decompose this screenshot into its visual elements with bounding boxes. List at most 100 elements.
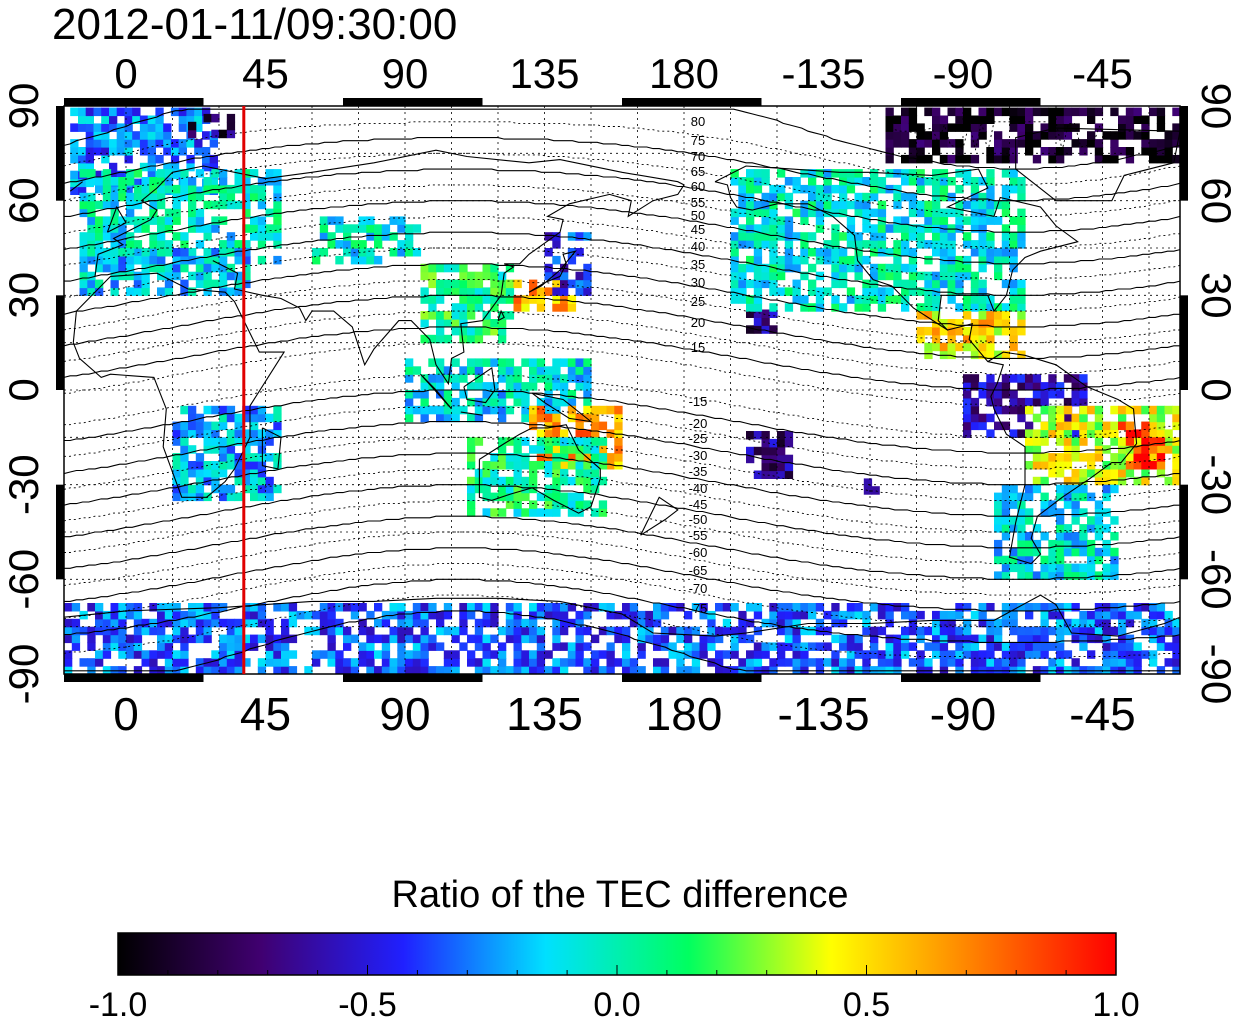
tec-cell [1063, 484, 1073, 494]
tec-cell [614, 453, 623, 462]
tec-cell [591, 666, 600, 674]
tec-cell [209, 162, 218, 172]
tec-cell [79, 200, 88, 210]
tec-cell [513, 484, 522, 494]
tec-cell [901, 123, 910, 132]
tec-cell [784, 303, 794, 312]
tec-cell [893, 658, 902, 667]
tec-cell [1141, 445, 1150, 454]
tec-cell [420, 405, 429, 415]
tec-cell [1017, 107, 1026, 117]
tec-cell [242, 437, 251, 446]
tec-cell [947, 342, 956, 352]
tec-cell [831, 271, 840, 281]
tec-cell [761, 438, 770, 448]
tec-cell [893, 139, 902, 148]
tec-cell [180, 445, 189, 454]
tec-cell [428, 610, 437, 620]
tec-cell [994, 658, 1003, 667]
tec-cell [273, 192, 282, 202]
tec-cell [730, 208, 739, 218]
tec-cell [715, 603, 724, 612]
tec-cell [684, 650, 693, 659]
tec-cell [1079, 508, 1088, 517]
tec-cell [746, 200, 755, 210]
tec-cell [1125, 658, 1135, 667]
tec-cell [877, 184, 887, 194]
tec-cell [769, 470, 778, 479]
tec-cell [412, 248, 422, 257]
tec-cell [870, 287, 879, 296]
tec-cell [374, 650, 383, 659]
tec-cell [877, 658, 887, 667]
tec-cell [1079, 413, 1088, 423]
tec-cell [188, 461, 197, 470]
tec-cell [924, 131, 933, 140]
tec-cell [800, 240, 809, 249]
tec-cell [498, 279, 507, 289]
tec-cell [1032, 484, 1042, 494]
tec-cell [583, 405, 592, 415]
tec-cell [963, 626, 972, 636]
tec-cell [769, 192, 778, 202]
tec-cell [505, 618, 515, 628]
tec-cell [1048, 421, 1057, 431]
tec-cell [1164, 154, 1173, 164]
tec-cell [947, 154, 956, 164]
tec-cell [1001, 524, 1011, 533]
tec-cell [1141, 618, 1150, 628]
tec-cell [986, 603, 995, 612]
tec-cell [1102, 626, 1111, 636]
tec-cell [560, 468, 569, 478]
tec-cell [1025, 421, 1034, 431]
contour-label: 80 [691, 114, 705, 129]
tec-cell [947, 626, 956, 636]
tec-cell [226, 113, 236, 123]
tec-cell [567, 295, 577, 304]
tec-cell [924, 666, 933, 674]
tec-cell [970, 319, 980, 328]
tec-cell [769, 658, 778, 667]
tec-cell [544, 429, 553, 438]
tec-cell [1110, 484, 1119, 494]
tec-cell [1056, 429, 1065, 438]
tec-cell [110, 618, 119, 628]
tec-cell [1040, 107, 1049, 117]
tec-cell [397, 216, 406, 225]
tec-cell [405, 358, 414, 367]
tec-cell [970, 192, 980, 202]
tec-cell [188, 445, 197, 454]
tec-cell [1071, 413, 1080, 423]
tec-cell [1048, 666, 1057, 674]
tec-cell [955, 123, 964, 132]
magnetic-contour [64, 279, 1180, 344]
tec-cell [505, 453, 515, 462]
tec-cell [95, 177, 104, 186]
tec-cell [70, 107, 79, 117]
tec-cell [172, 492, 181, 502]
tec-cell [490, 263, 499, 273]
tec-cell [986, 115, 995, 124]
tec-cell [1017, 303, 1026, 312]
tec-cell [560, 461, 569, 470]
tec-cell [544, 437, 553, 446]
tec-cell [753, 287, 763, 296]
tec-cell [335, 224, 344, 233]
tec-cell [1001, 192, 1011, 202]
tec-cell [1172, 413, 1180, 423]
tec-cell [916, 326, 925, 336]
tec-cell [155, 115, 164, 124]
tec-cell [1009, 255, 1018, 265]
tec-cell [226, 429, 236, 438]
tec-cell [746, 446, 755, 456]
tec-cell [157, 618, 166, 628]
tec-cell [622, 634, 631, 644]
tec-cell [133, 634, 143, 644]
tec-cell [1056, 555, 1065, 565]
tec-cell [970, 287, 980, 296]
tec-cell [939, 177, 949, 186]
tec-cell [777, 224, 786, 233]
tec-cell [126, 232, 135, 241]
tec-cell [978, 603, 987, 612]
tec-cell [374, 224, 383, 233]
